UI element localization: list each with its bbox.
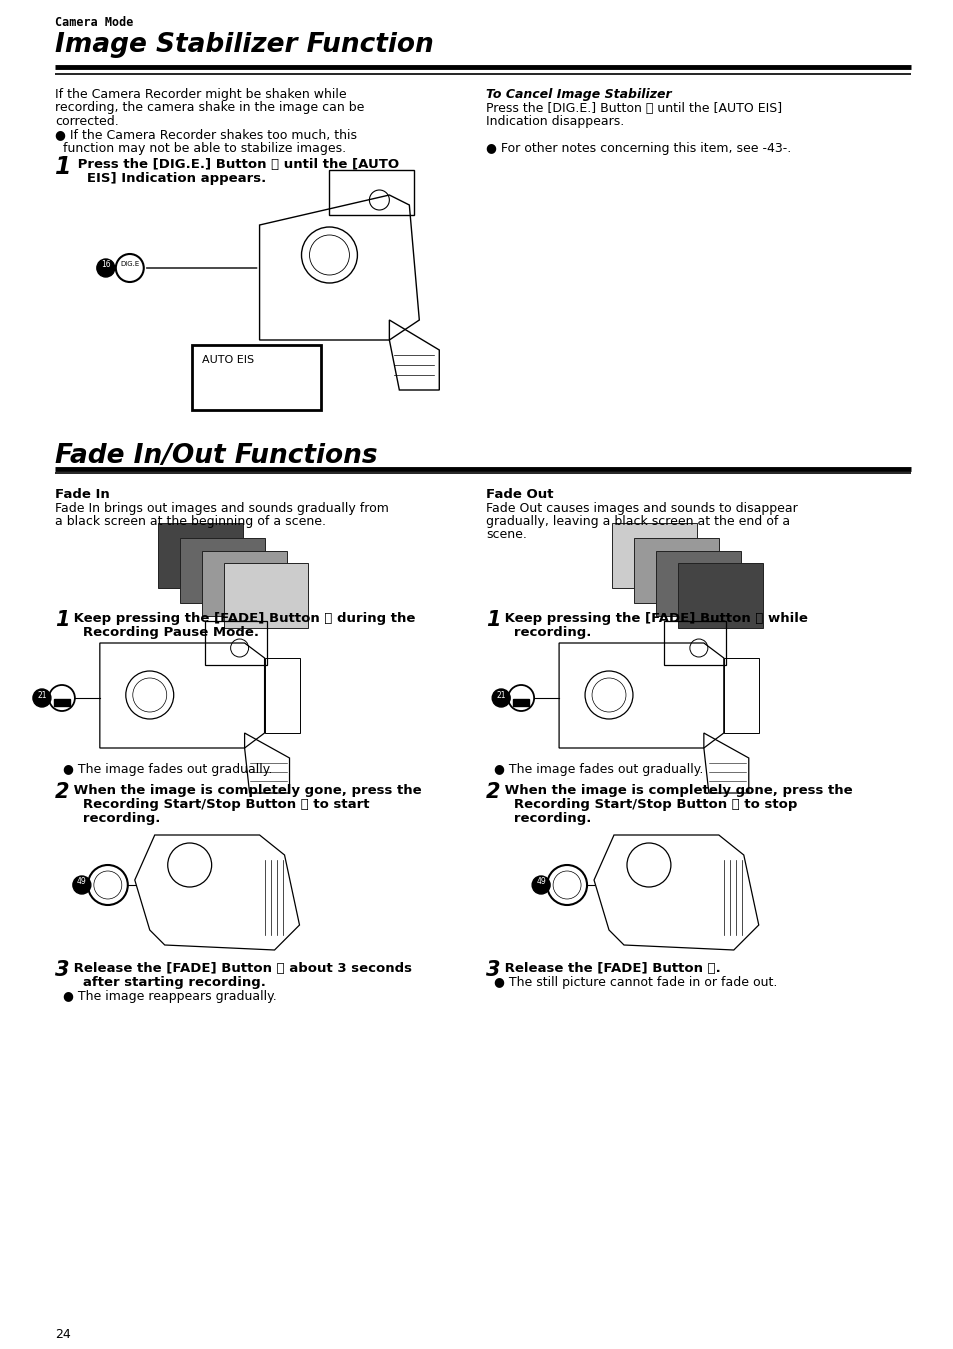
Text: recording.: recording. (499, 626, 591, 639)
Text: AUTO EIS: AUTO EIS (201, 355, 253, 366)
Text: ● For other notes concerning this item, see -43-.: ● For other notes concerning this item, … (486, 142, 791, 155)
Text: If the Camera Recorder might be shaken while: If the Camera Recorder might be shaken w… (55, 88, 346, 101)
Text: gradually, leaving a black screen at the end of a: gradually, leaving a black screen at the… (486, 515, 789, 527)
Text: Image Stabilizer Function: Image Stabilizer Function (55, 32, 434, 58)
FancyBboxPatch shape (157, 523, 242, 588)
Text: Keep pressing the [FADE] Button ⓪ during the: Keep pressing the [FADE] Button ⓪ during… (69, 612, 415, 625)
Text: Camera Mode: Camera Mode (55, 16, 133, 28)
Circle shape (33, 689, 51, 707)
Text: When the image is completely gone, press the: When the image is completely gone, press… (69, 784, 421, 797)
Text: ● The image reappears gradually.: ● The image reappears gradually. (63, 990, 276, 1004)
Text: Recording Start/Stop Button ⓓ to stop: Recording Start/Stop Button ⓓ to stop (499, 799, 797, 811)
Text: 3: 3 (55, 960, 70, 979)
Text: a black screen at the beginning of a scene.: a black screen at the beginning of a sce… (55, 515, 326, 527)
Text: 24: 24 (55, 1327, 71, 1341)
Text: corrected.: corrected. (55, 115, 118, 128)
Text: recording.: recording. (69, 812, 160, 826)
Text: function may not be able to stabilize images.: function may not be able to stabilize im… (63, 142, 346, 155)
Text: EIS] Indication appears.: EIS] Indication appears. (72, 173, 266, 185)
Text: DIG.E: DIG.E (120, 260, 139, 267)
Text: 21: 21 (37, 691, 47, 700)
Text: ● The image fades out gradually.: ● The image fades out gradually. (63, 764, 272, 776)
Text: Fade Out causes images and sounds to disappear: Fade Out causes images and sounds to dis… (486, 502, 797, 515)
Text: recording, the camera shake in the image can be: recording, the camera shake in the image… (55, 101, 364, 115)
Text: ● The still picture cannot fade in or fade out.: ● The still picture cannot fade in or fa… (494, 975, 777, 989)
Circle shape (97, 259, 114, 277)
FancyBboxPatch shape (612, 523, 696, 588)
Text: 16: 16 (101, 260, 111, 268)
Text: recording.: recording. (499, 812, 591, 826)
Circle shape (492, 689, 510, 707)
Text: ● If the Camera Recorder shakes too much, this: ● If the Camera Recorder shakes too much… (55, 128, 356, 142)
FancyBboxPatch shape (634, 538, 718, 603)
Text: Recording Pause Mode.: Recording Pause Mode. (69, 626, 258, 639)
Text: Press the [DIG.E.] Button ⓔ until the [AUTO: Press the [DIG.E.] Button ⓔ until the [A… (72, 158, 398, 171)
Text: ● The image fades out gradually.: ● The image fades out gradually. (494, 764, 702, 776)
Text: 2: 2 (55, 782, 70, 803)
Text: Recording Start/Stop Button ⓓ to start: Recording Start/Stop Button ⓓ to start (69, 799, 369, 811)
Text: Fade In: Fade In (55, 488, 110, 500)
Text: Release the [FADE] Button ⓪ about 3 seconds: Release the [FADE] Button ⓪ about 3 seco… (69, 962, 412, 975)
Text: To Cancel Image Stabilizer: To Cancel Image Stabilizer (486, 88, 671, 101)
Text: 1: 1 (55, 610, 70, 630)
Text: FADE: FADE (514, 703, 528, 707)
Text: 1: 1 (486, 610, 500, 630)
Text: 1: 1 (55, 155, 71, 179)
Circle shape (72, 876, 91, 894)
FancyBboxPatch shape (223, 563, 308, 629)
Text: Keep pressing the [FADE] Button ⓪ while: Keep pressing the [FADE] Button ⓪ while (499, 612, 807, 625)
FancyBboxPatch shape (179, 538, 264, 603)
Text: 21: 21 (496, 691, 505, 700)
Text: Press the [DIG.E.] Button ⓔ until the [AUTO EIS]: Press the [DIG.E.] Button ⓔ until the [A… (486, 101, 781, 115)
FancyBboxPatch shape (678, 563, 762, 629)
Text: When the image is completely gone, press the: When the image is completely gone, press… (499, 784, 852, 797)
Text: FADE: FADE (55, 703, 69, 707)
Text: 49: 49 (536, 877, 545, 886)
Text: after starting recording.: after starting recording. (69, 975, 266, 989)
FancyBboxPatch shape (656, 550, 740, 616)
Text: 2: 2 (486, 782, 500, 803)
Text: 3: 3 (486, 960, 500, 979)
Text: Fade Out: Fade Out (486, 488, 553, 500)
FancyBboxPatch shape (201, 550, 286, 616)
Text: 49: 49 (77, 877, 87, 886)
Text: Release the [FADE] Button ⓪.: Release the [FADE] Button ⓪. (499, 962, 720, 975)
Text: scene.: scene. (486, 527, 526, 541)
Circle shape (532, 876, 550, 894)
FancyBboxPatch shape (513, 699, 529, 706)
Text: Fade In brings out images and sounds gradually from: Fade In brings out images and sounds gra… (55, 502, 389, 515)
Text: Fade In/Out Functions: Fade In/Out Functions (55, 442, 377, 469)
Text: Indication disappears.: Indication disappears. (486, 115, 624, 128)
FancyBboxPatch shape (54, 699, 70, 706)
